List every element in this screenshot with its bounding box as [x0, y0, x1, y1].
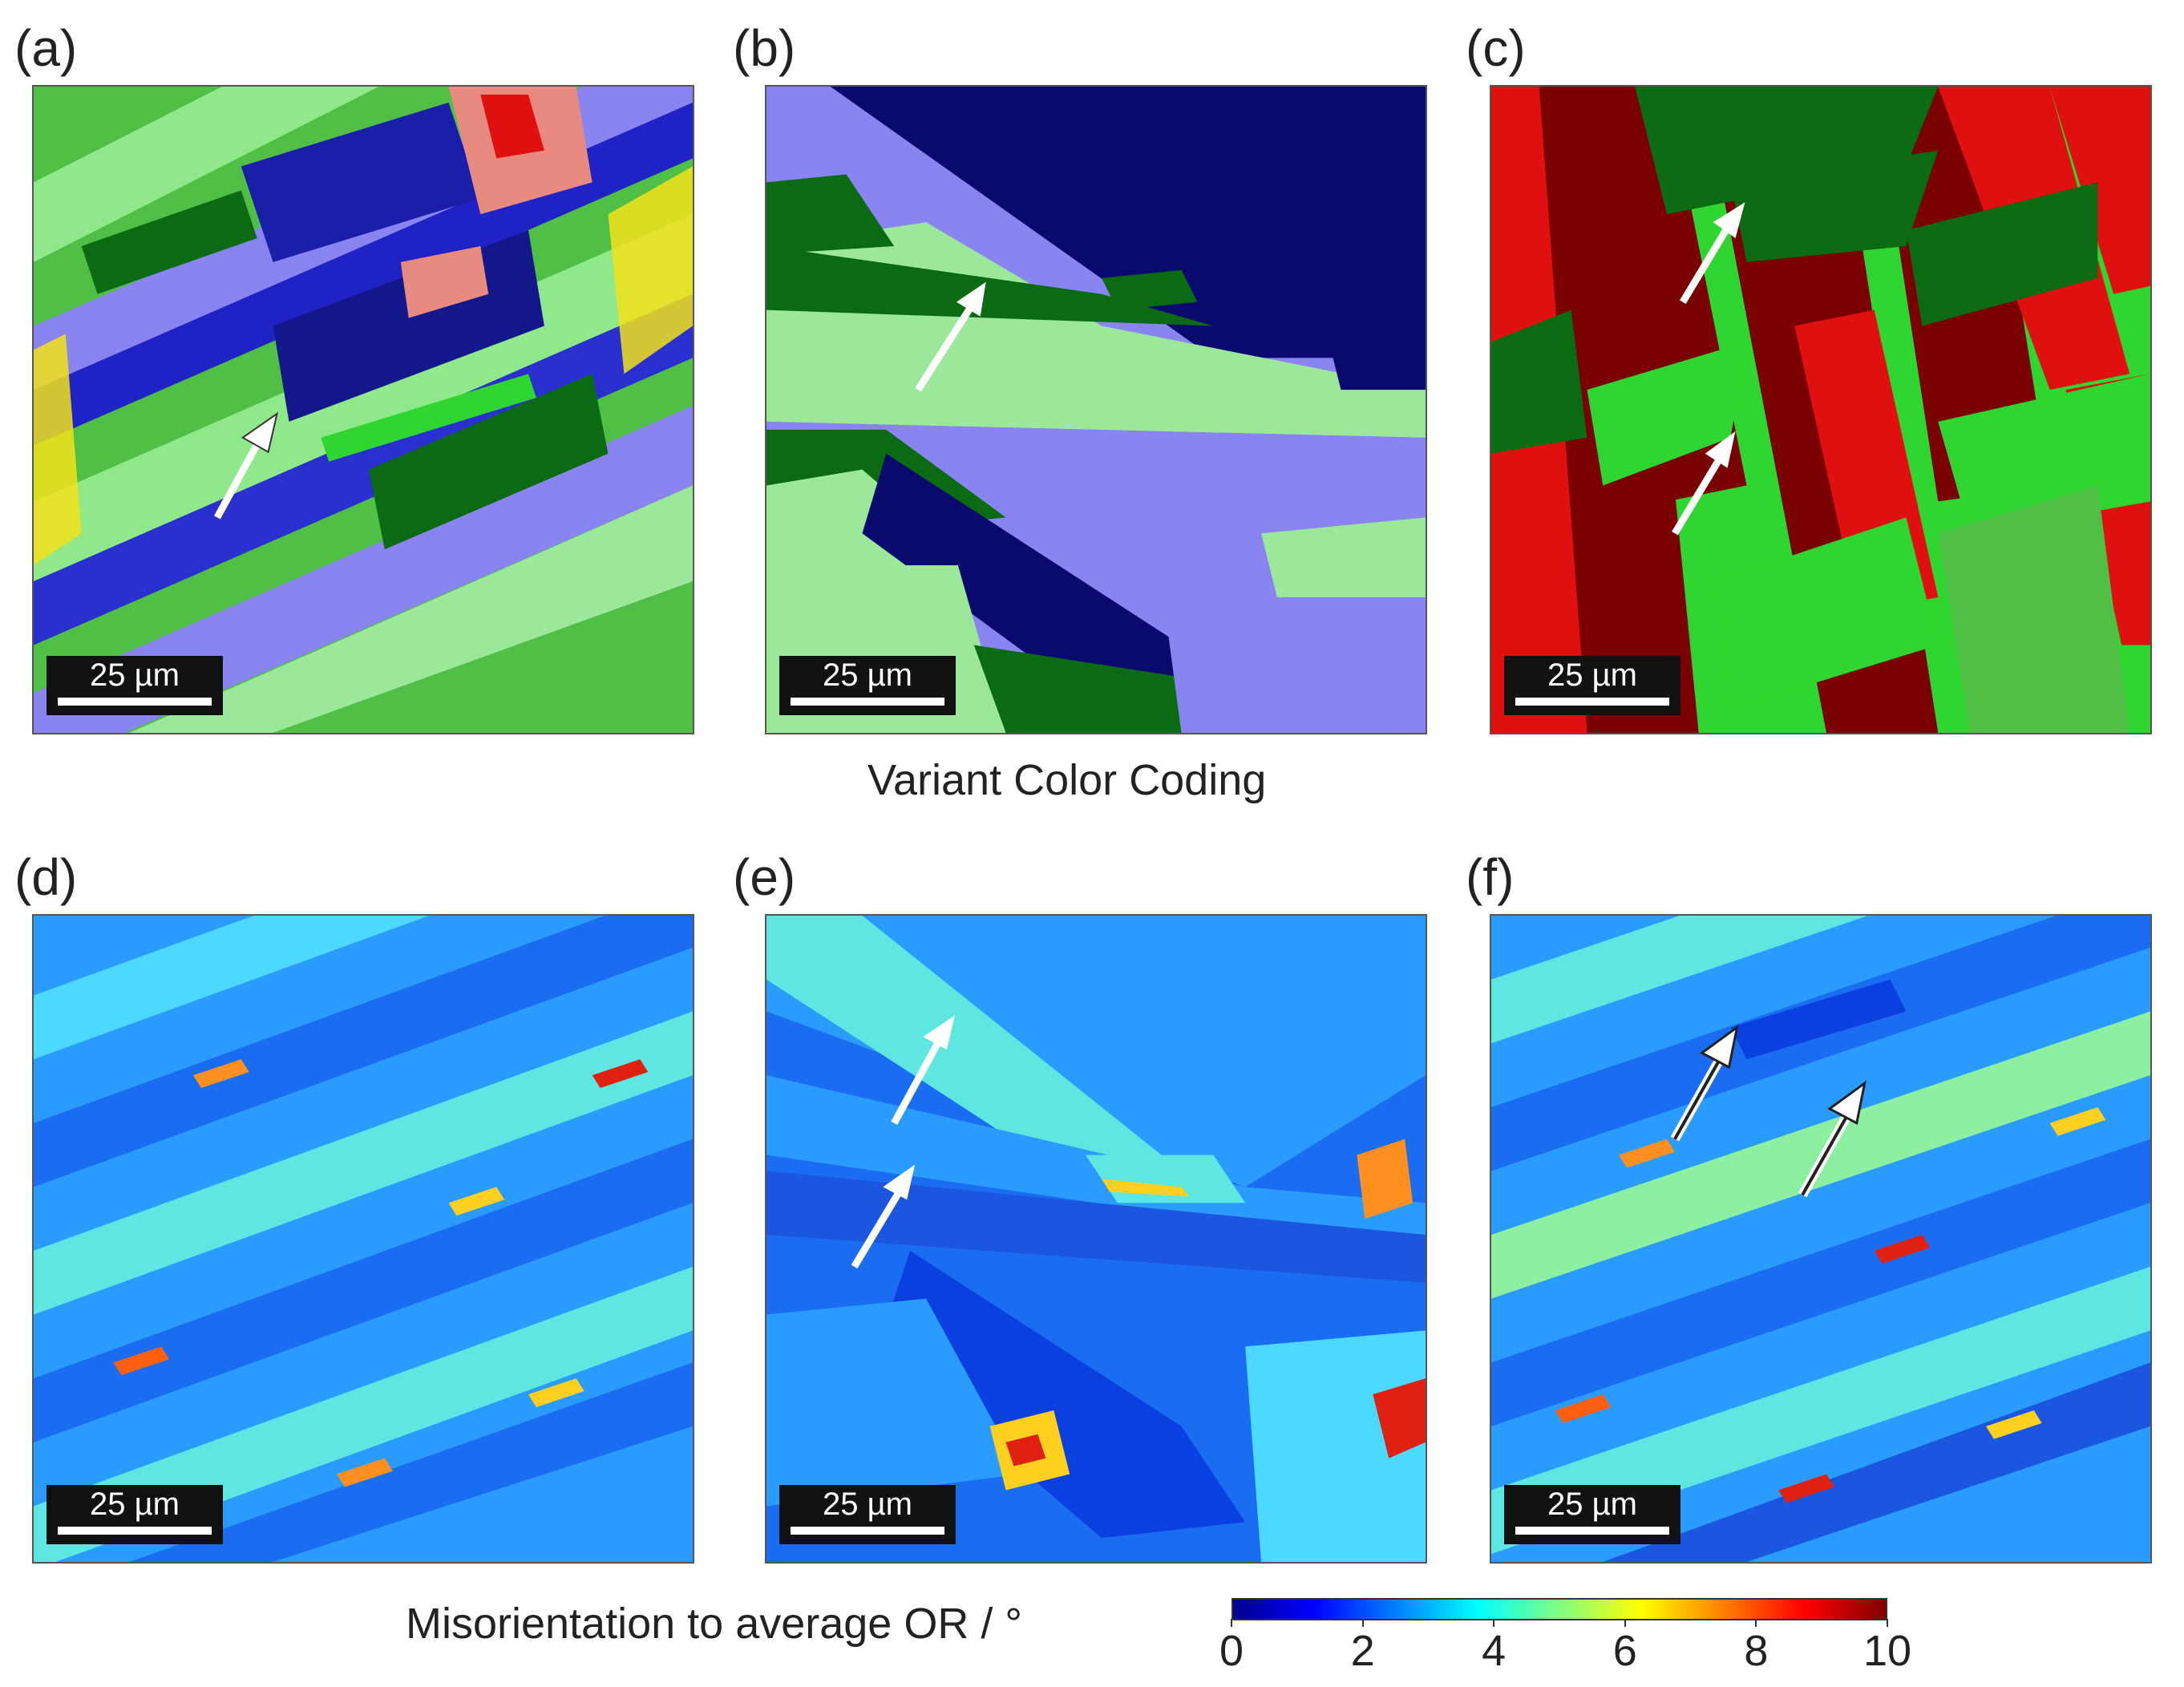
misorientation-map-f: 25 µm — [1490, 914, 2152, 1564]
scale-bar: 25 µm — [779, 1485, 956, 1544]
scale-bar-line — [1515, 698, 1669, 706]
arrow-icon — [1670, 1024, 1867, 1198]
scale-bar: 25 µm — [779, 656, 956, 715]
variant-map-b: 25 µm — [765, 85, 1427, 734]
misorientation-map-d-image — [34, 916, 693, 1562]
scale-bar-line — [58, 698, 212, 706]
colorbar-tick-label: 6 — [1612, 1627, 1637, 1675]
scale-bar-label: 25 µm — [823, 1487, 912, 1522]
colorbar-tick-label: 4 — [1482, 1627, 1507, 1675]
panel-label-a: (a) — [14, 19, 78, 77]
colorbar — [1232, 1598, 1887, 1620]
arrow-icon — [213, 411, 279, 520]
scale-bar-label: 25 µm — [90, 1487, 180, 1522]
misorientation-caption: Misorientation to average OR / ° — [406, 1600, 1022, 1648]
colorbar-tick-mark — [1624, 1619, 1626, 1627]
variant-map-a-image — [34, 87, 693, 733]
scale-bar-line — [791, 698, 944, 706]
variant-map-c: 25 µm — [1490, 85, 2152, 734]
scale-bar-line — [791, 1527, 944, 1535]
scale-bar: 25 µm — [1504, 1485, 1680, 1544]
panel-label-d: (d) — [14, 848, 78, 906]
colorbar-tick-mark — [1361, 1619, 1364, 1627]
colorbar-tick-label: 2 — [1350, 1627, 1375, 1675]
arrow-icon — [915, 281, 986, 392]
panel-label-b: (b) — [733, 19, 796, 77]
scale-bar: 25 µm — [47, 1485, 223, 1544]
colorbar-tick-label: 0 — [1219, 1627, 1244, 1675]
arrow-icon — [1672, 202, 1745, 536]
colorbar-tick-mark — [1755, 1619, 1757, 1627]
panel-label-c: (c) — [1466, 19, 1526, 77]
panel-label-f: (f) — [1466, 848, 1515, 906]
scale-bar: 25 µm — [1504, 656, 1680, 715]
misorientation-map-e-image — [766, 916, 1426, 1562]
misorientation-map-e: 25 µm — [765, 914, 1427, 1564]
scale-bar-label: 25 µm — [1547, 1487, 1637, 1522]
colorbar-tick-label: 8 — [1744, 1627, 1769, 1675]
variant-caption: Variant Color Coding — [868, 756, 1267, 804]
colorbar-tick-label: 10 — [1862, 1627, 1912, 1675]
scale-bar-label: 25 µm — [823, 657, 912, 693]
arrow-icon — [851, 1015, 955, 1269]
misorientation-map-d: 25 µm — [32, 914, 694, 1564]
colorbar-tick-mark — [1493, 1619, 1495, 1627]
scale-bar-line — [1515, 1527, 1669, 1535]
variant-map-c-image — [1491, 87, 2150, 733]
variant-map-a: 25 µm — [32, 85, 694, 734]
colorbar-tick-mark — [1231, 1619, 1232, 1627]
scale-bar-line — [58, 1527, 212, 1535]
scale-bar: 25 µm — [47, 656, 223, 715]
scale-bar-label: 25 µm — [1547, 657, 1637, 693]
scale-bar-label: 25 µm — [90, 657, 180, 693]
colorbar-tick-mark — [1887, 1619, 1888, 1627]
misorientation-map-f-image — [1491, 916, 2150, 1562]
panel-label-e: (e) — [733, 848, 796, 906]
